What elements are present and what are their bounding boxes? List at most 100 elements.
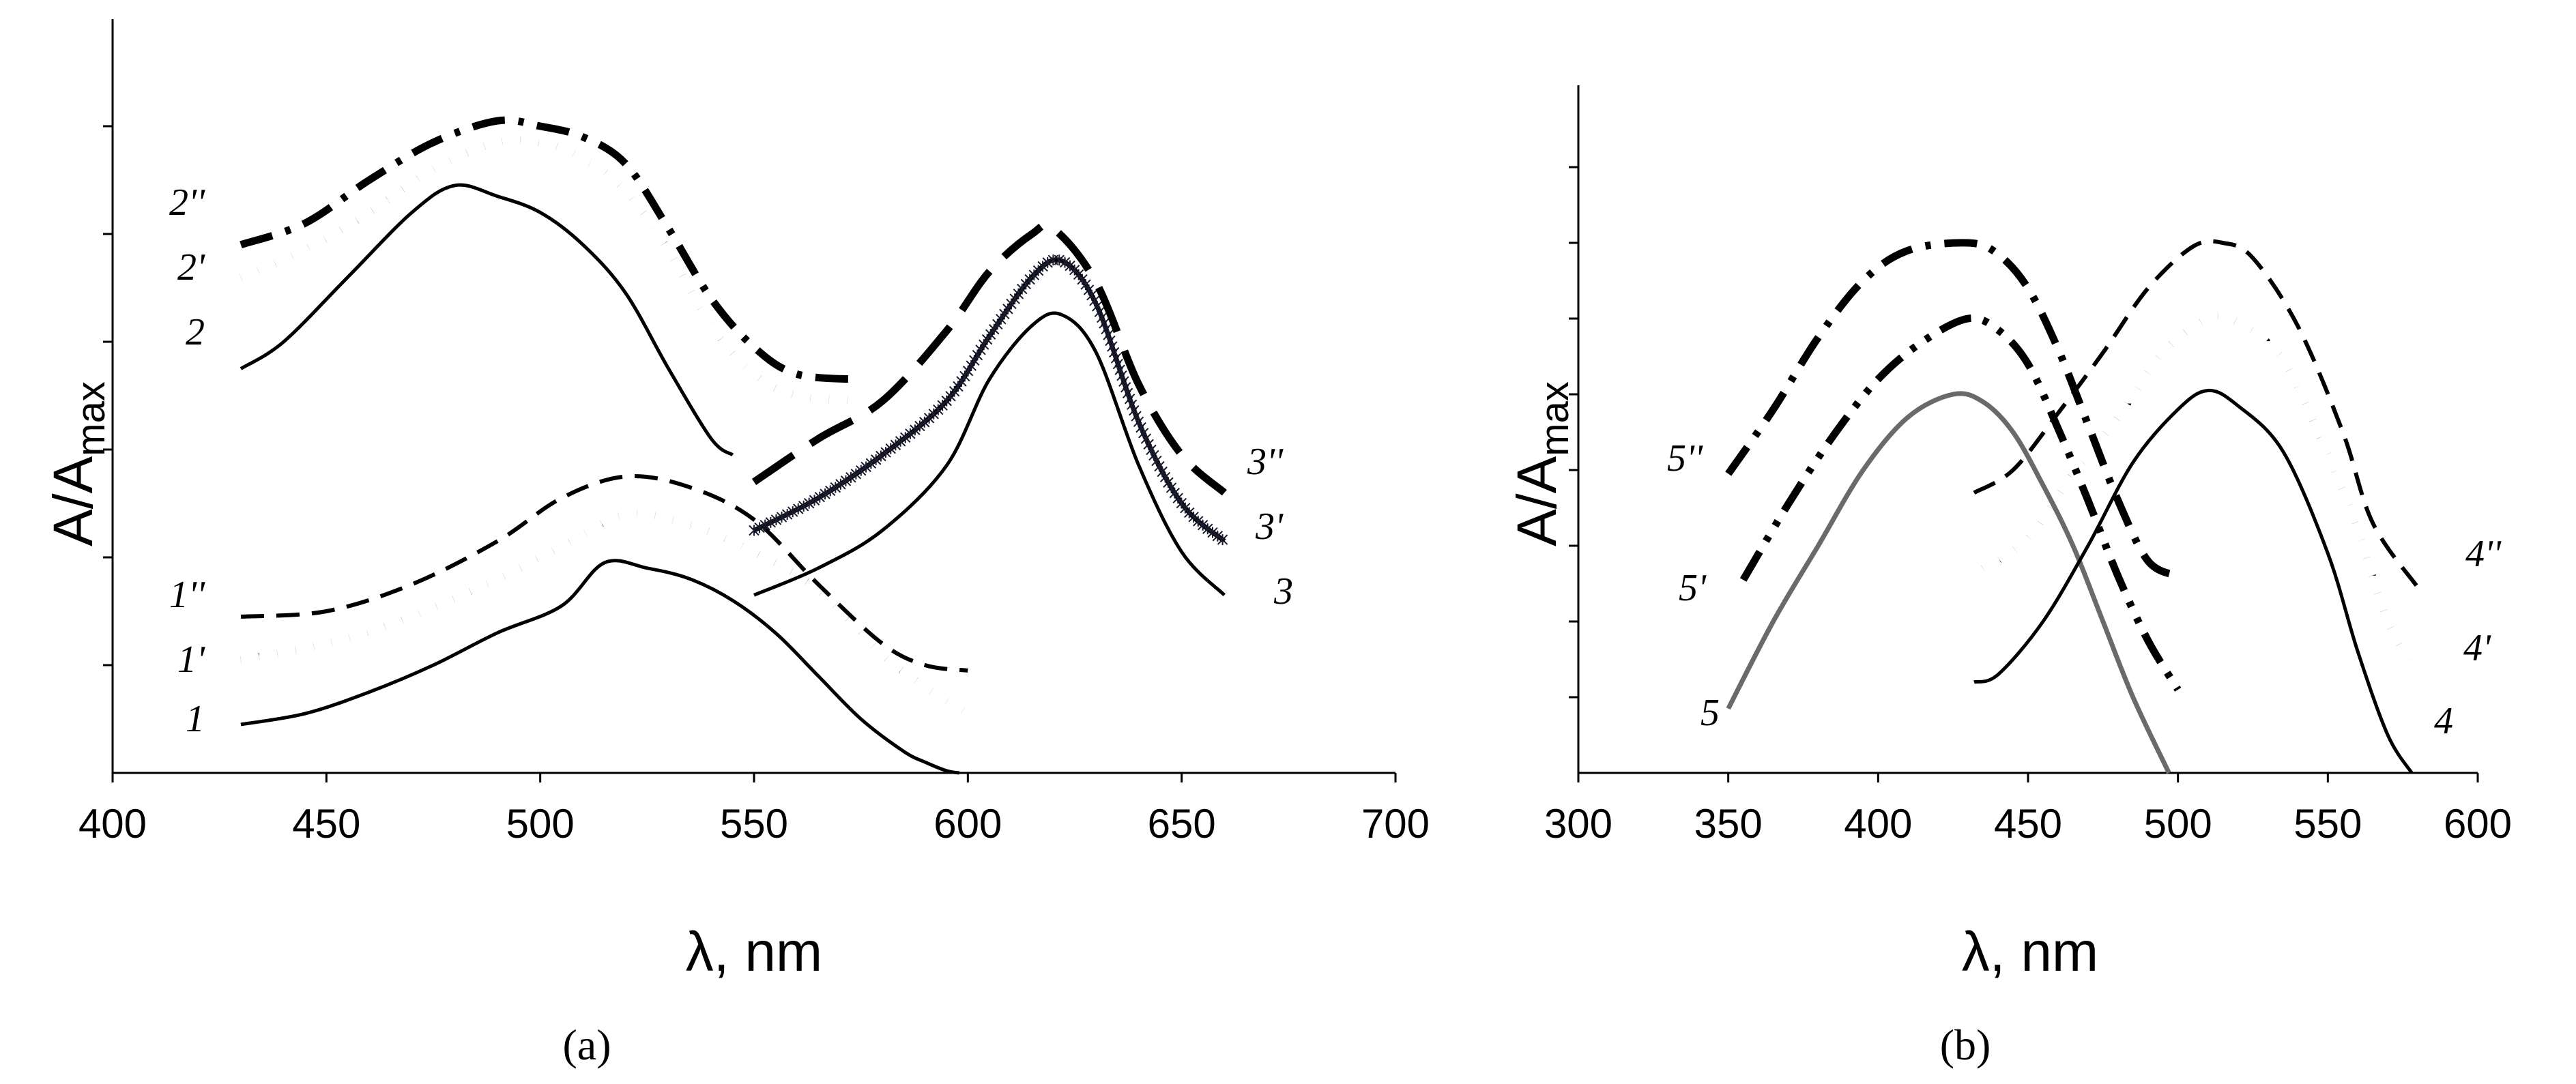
star-marker [798, 500, 809, 512]
panel-a-x-axis-title: λ, nm [686, 921, 822, 983]
star-marker [1042, 257, 1053, 268]
star-marker [840, 475, 852, 486]
series-line-1p [240, 510, 970, 717]
x-tick-label: 450 [1994, 801, 2062, 847]
series-line-5p [1739, 314, 2182, 692]
series-line-2 [240, 183, 734, 457]
series-line-4 [1973, 388, 2414, 774]
panel-b-y-axis-title-main: A/A [1506, 456, 1568, 546]
panel-b-x-axis-title: λ, nm [1962, 921, 2098, 983]
panel-a-curve-labels: 1 1' 1'' 2 2' 2'' 3 3' 3'' [169, 181, 1293, 740]
panel-b-ticks: 300 350 400 450 500 550 600 [1544, 166, 2512, 847]
star-marker [845, 471, 856, 483]
x-tick-label: 650 [1148, 801, 1216, 847]
star-marker [895, 435, 906, 447]
x-tick-label: 400 [1844, 801, 1912, 847]
star-marker [759, 519, 770, 531]
curve-label-3pp: 3'' [1247, 441, 1284, 483]
panel-a-series-group [239, 116, 1228, 775]
x-tick-label: 550 [720, 801, 788, 847]
panel-b-y-axis-title: A/Amax [1506, 381, 1577, 546]
star-marker [1197, 519, 1209, 531]
curve-label-3p: 3' [1255, 506, 1284, 548]
x-tick-label: 500 [2144, 801, 2212, 847]
x-tick-label: 300 [1544, 801, 1612, 847]
star-marker [885, 443, 896, 454]
curve-label-5: 5 [1701, 692, 1720, 734]
star-marker [835, 478, 846, 490]
star-marker [880, 447, 891, 458]
star-marker [749, 525, 759, 536]
series-line-2pp [240, 116, 862, 383]
star-marker [765, 516, 777, 528]
star-marker [1054, 254, 1065, 266]
x-tick-label: 350 [1694, 801, 1763, 847]
star-marker [825, 485, 836, 497]
curve-label-2pp: 2'' [169, 181, 205, 224]
panel-b-series-group [1725, 239, 2421, 774]
panel-a: 400 450 500 550 600 650 700 1 1' 1'' 2 2' 2'' 3 3' 3''… [42, 19, 1430, 1069]
star-marker [1202, 523, 1213, 535]
x-tick-label: 400 [78, 801, 147, 847]
x-tick-label: 600 [934, 801, 1002, 847]
star-marker [809, 495, 820, 506]
star-marker [870, 454, 882, 465]
star-marker [830, 482, 841, 493]
star-marker [1212, 530, 1224, 542]
star-marker [1207, 527, 1218, 538]
panel-a-y-axis-title-sub: max [69, 381, 113, 456]
star-marker [776, 512, 787, 523]
star-marker [900, 432, 911, 443]
star-marker [820, 488, 830, 500]
curve-label-1p: 1' [177, 639, 205, 681]
panel-a-y-axis-title: A/Amax [42, 381, 113, 546]
curve-label-5pp: 5'' [1667, 437, 1703, 480]
star-marker [850, 468, 862, 480]
star-marker [1059, 257, 1071, 268]
panel-a-label: (a) [562, 1021, 611, 1069]
star-marker [890, 439, 901, 451]
star-marker [860, 461, 871, 473]
series-line-1pp [240, 474, 968, 673]
panel-b: 300 350 400 450 500 550 600 5 5' 5'' 44' 4'' λ, nm… [1506, 85, 2512, 1069]
x-tick-label: 700 [1361, 801, 1430, 847]
curve-label-1pp: 1'' [169, 574, 205, 616]
star-marker [875, 450, 886, 462]
curve-label-2p: 2' [177, 246, 205, 289]
star-marker [865, 458, 877, 469]
series-line-1 [240, 559, 960, 775]
star-marker [754, 522, 765, 533]
curve-label-4p: 4' [2463, 627, 2491, 669]
curve-label-1: 1 [186, 698, 205, 740]
x-tick-label: 600 [2444, 801, 2512, 847]
x-tick-label: 550 [2293, 801, 2362, 847]
star-marker [787, 506, 798, 518]
panel-a-ticks: 400 450 500 550 600 650 700 [78, 125, 1430, 847]
panel-b-y-axis-title-sub: max [1533, 381, 1577, 456]
series-line-3pp [751, 221, 1227, 496]
series-line-5 [1726, 391, 2171, 774]
panel-b-curve-labels: 5 5' 5'' 44' 4'' [1667, 437, 2502, 742]
panel-b-label: (b) [1940, 1021, 1991, 1069]
series-line-3 [753, 311, 1226, 597]
star-marker [856, 465, 867, 476]
star-marker [905, 428, 916, 439]
curve-label-5p: 5' [1679, 567, 1707, 609]
curve-label-4: 4 [2434, 700, 2453, 742]
star-marker [793, 503, 804, 514]
panel-a-y-axis-title-main: A/A [42, 456, 104, 546]
series-line-5pp [1725, 239, 2180, 580]
star-marker [1037, 261, 1048, 272]
series-markers-3p [749, 254, 1228, 546]
curve-label-4pp: 4'' [2465, 533, 2502, 575]
curve-label-3: 3 [1273, 570, 1293, 613]
star-marker [803, 497, 815, 509]
x-tick-label: 450 [292, 801, 360, 847]
x-tick-label: 500 [506, 801, 575, 847]
series-line-4pp [1973, 239, 2420, 589]
star-marker [781, 509, 793, 521]
star-marker [770, 514, 782, 525]
curve-label-2: 2 [186, 311, 205, 353]
star-marker [1217, 534, 1228, 546]
